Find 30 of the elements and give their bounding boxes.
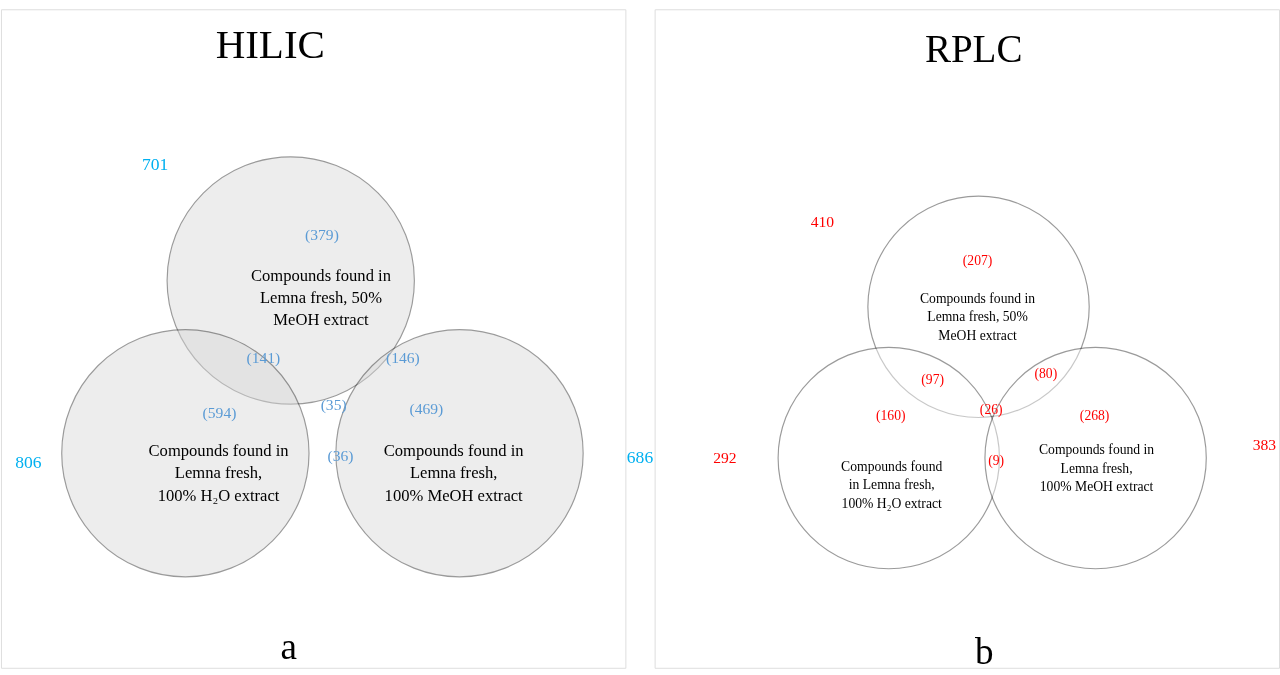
- text: (26): [979, 402, 1003, 419]
- text: (469): [409, 400, 444, 419]
- text: (160): [875, 408, 906, 425]
- category-label: Compounds found in Lemna fresh, 100% H₂O extract: [841, 458, 943, 511]
- data-label: 383: [1252, 436, 1277, 454]
- category-label: Compounds found in Lemna fresh, 50% MeOH extract: [250, 265, 392, 330]
- category-label: Compounds found in Lemna fresh, 100% H₂O extract: [148, 441, 290, 505]
- category-label: Compounds found in Lemna fresh, 100% MeOH extract: [1038, 442, 1155, 495]
- text: (9): [988, 452, 1005, 469]
- text: (97): [921, 371, 945, 388]
- text: HILIC: [215, 21, 325, 68]
- text: (268): [1079, 408, 1110, 425]
- text: b: [975, 630, 994, 672]
- text: RPLC: [924, 26, 1023, 70]
- text: (80): [1034, 366, 1058, 383]
- data-label: 701: [141, 154, 169, 175]
- text: (35): [320, 396, 347, 415]
- text: (146): [386, 349, 420, 368]
- text: (207): [962, 252, 993, 269]
- text: (141): [246, 349, 281, 368]
- data-label: 410: [810, 212, 835, 230]
- text: (36): [327, 446, 354, 465]
- text: a: [280, 626, 298, 668]
- data-label: 806: [15, 451, 42, 472]
- data-label: 686: [626, 446, 654, 467]
- category-label: Compounds found in Lemna fresh, 50% MeOH extract: [919, 290, 1036, 343]
- text: (594): [202, 404, 237, 423]
- data-label: 292: [713, 448, 737, 466]
- category-label: Compounds found in Lemna fresh, 100% MeOH extract: [383, 441, 525, 505]
- text: (379): [305, 225, 339, 244]
